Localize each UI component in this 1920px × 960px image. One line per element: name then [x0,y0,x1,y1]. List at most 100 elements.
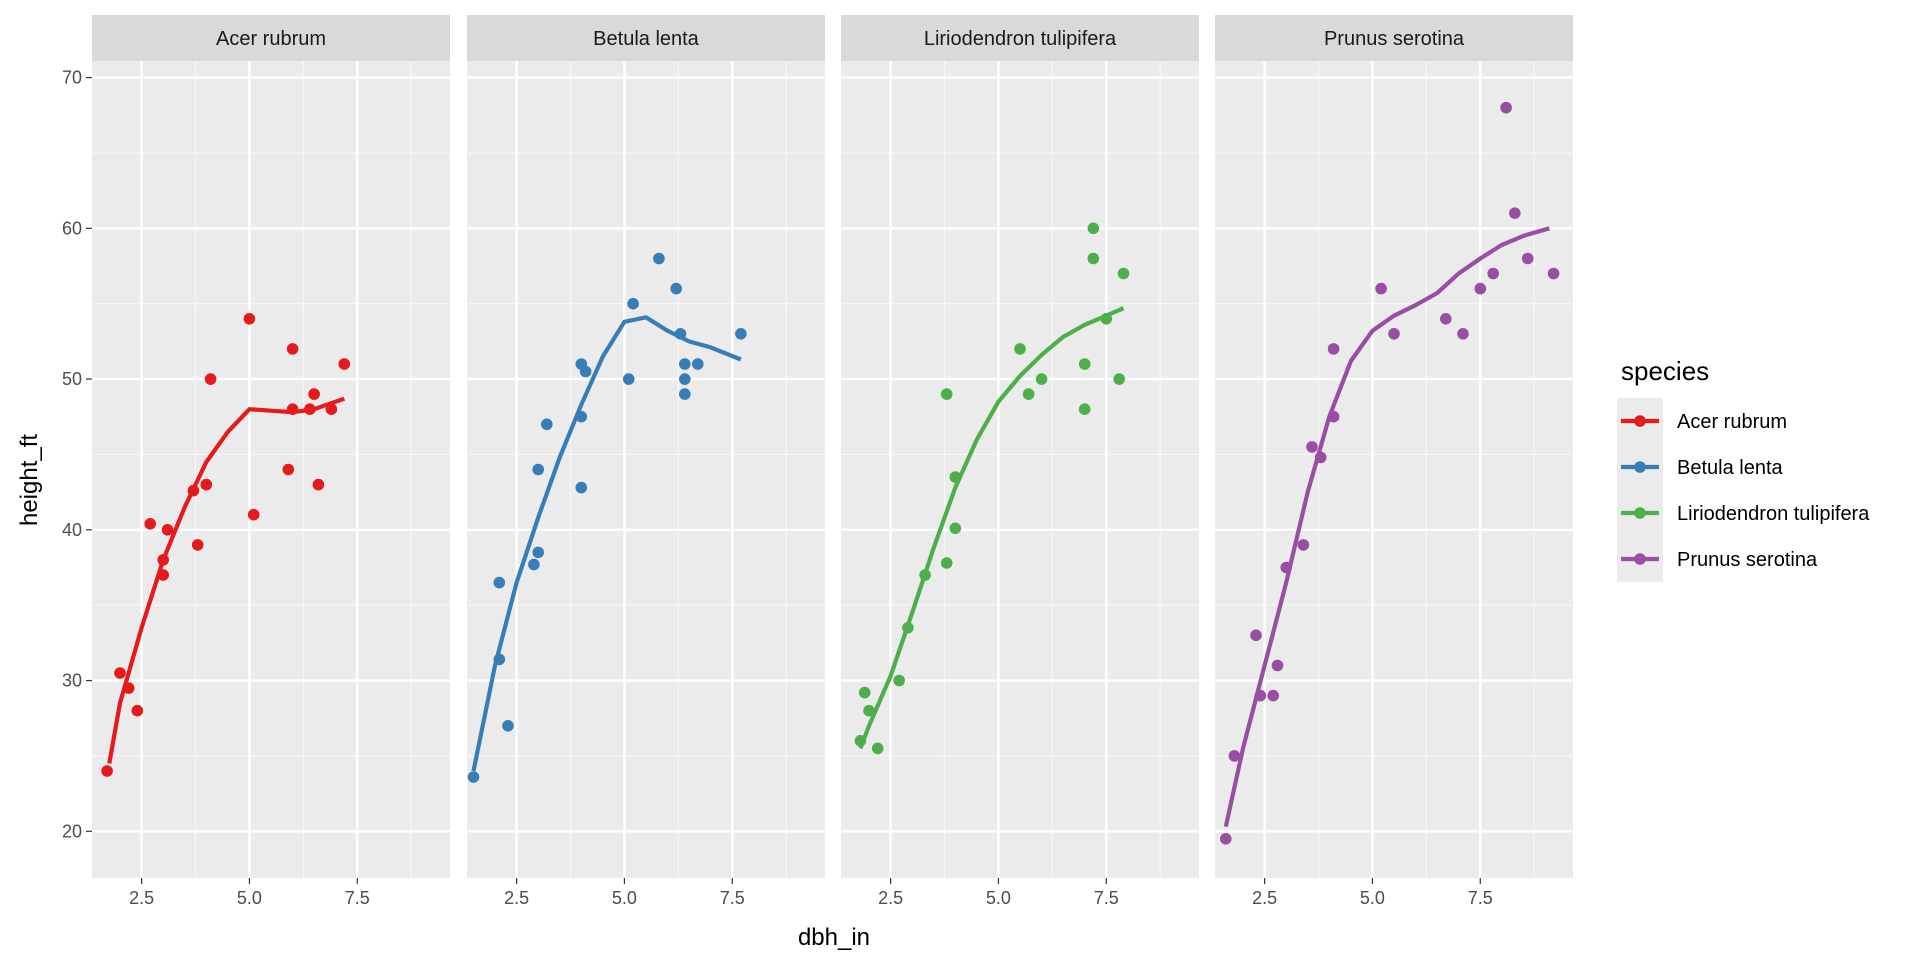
x-tick-label: 2.5 [1252,888,1277,908]
facet-strip-betula-lenta [467,15,825,61]
data-point [187,484,200,497]
x-tick-label: 7.5 [1094,888,1119,908]
panel-background [467,61,825,878]
data-point [467,771,480,783]
y-axis: 20 30 40 50 60 70 [62,68,92,841]
data-point [532,463,544,476]
data-point [338,358,351,370]
data-point [1254,689,1267,702]
data-point [1022,388,1035,400]
points-prunus-serotina [1220,101,1560,845]
x-axis-liriodendron-tulipifera: 2.5 5.0 7.5 [878,878,1119,908]
data-point [674,328,687,340]
x-axis-betula-lenta: 2.5 5.0 7.5 [504,878,745,908]
points-betula-lenta [467,252,747,783]
data-point [1220,833,1232,845]
data-point [191,539,204,551]
data-point [1117,267,1130,280]
data-point [692,358,704,370]
x-tick-label: 7.5 [720,888,745,908]
facet-strip-label: Liriodendron tulipifera [924,28,1117,50]
panel-background [841,61,1199,878]
data-point [679,358,691,370]
data-point [902,622,914,634]
data-point [1327,343,1340,355]
data-point [1271,659,1284,672]
points-acer-rubrum [101,313,351,777]
data-point [1035,373,1048,385]
data-point [204,373,217,385]
facet-panel-prunus-serotina: Prunus serotina [1215,15,1573,878]
data-point [627,297,639,310]
data-point [1014,343,1026,355]
data-point [1228,750,1241,762]
data-point [247,508,260,521]
data-point [493,653,506,666]
legend-label: Acer rubrum [1677,411,1787,433]
data-point [1113,373,1125,385]
data-point [144,518,156,530]
data-point [1457,328,1469,340]
data-point [854,735,867,747]
data-point [575,481,588,494]
facet-strip-acer-rubrum [92,15,450,61]
facet-strip-liriodendron-tulipifera [841,15,1199,61]
data-point [312,478,325,491]
legend-label: Betula lenta [1677,457,1784,479]
data-point [131,704,144,717]
x-tick-label: 2.5 [504,888,529,908]
facet-panels: Acer rubrum Betula lenta Liriodendron tuli… [92,15,1573,878]
data-point [308,388,320,400]
data-point [1250,629,1262,642]
data-point [863,704,875,717]
legend-key-point [1634,461,1646,473]
data-point [871,742,884,755]
data-point [1440,313,1452,325]
data-point [1375,282,1387,295]
y-tick-label: 50 [62,369,82,389]
data-point [286,403,299,416]
legend-title: species [1621,356,1709,386]
minor-gridlines [841,61,1199,878]
data-point [200,478,213,491]
data-point [1078,403,1091,416]
data-point [1487,267,1499,280]
data-point [304,403,316,416]
facet-panel-acer-rubrum: Acer rubrum [92,15,450,878]
data-point [940,557,953,569]
x-axis-acer-rubrum: 2.5 5.0 7.5 [129,878,370,908]
data-point [493,576,506,589]
data-point [101,765,113,777]
data-point [1474,282,1487,295]
facet-strip-label: Prunus serotina [1324,28,1465,50]
data-point [114,667,126,679]
y-tick-label: 60 [62,218,82,238]
facet-panel-liriodendron-tulipifera: Liriodendron tulipifera [841,15,1199,878]
data-point [653,252,665,265]
data-point [858,686,871,699]
data-point [1509,207,1521,219]
facet-strip-label: Acer rubrum [216,28,326,50]
data-point [1388,328,1400,340]
panel-background [1215,61,1573,878]
x-axis-prunus-serotina: 2.5 5.0 7.5 [1252,878,1493,908]
data-point [949,522,962,535]
data-point [1087,252,1100,265]
x-tick-label: 2.5 [878,888,903,908]
data-point [622,373,635,385]
data-point [325,403,338,416]
data-point [1078,358,1091,370]
data-point [157,569,169,581]
data-point [679,373,691,385]
y-tick-label: 30 [62,671,82,691]
data-point [579,365,592,378]
legend-item-betula-lenta: Betula lenta [1617,444,1784,490]
data-point [735,328,747,340]
data-point [528,558,540,571]
x-axis-title: dbh_in [798,924,870,951]
major-gridlines [467,61,825,878]
data-point [1100,313,1113,325]
data-point [679,388,691,400]
data-point [541,418,553,431]
